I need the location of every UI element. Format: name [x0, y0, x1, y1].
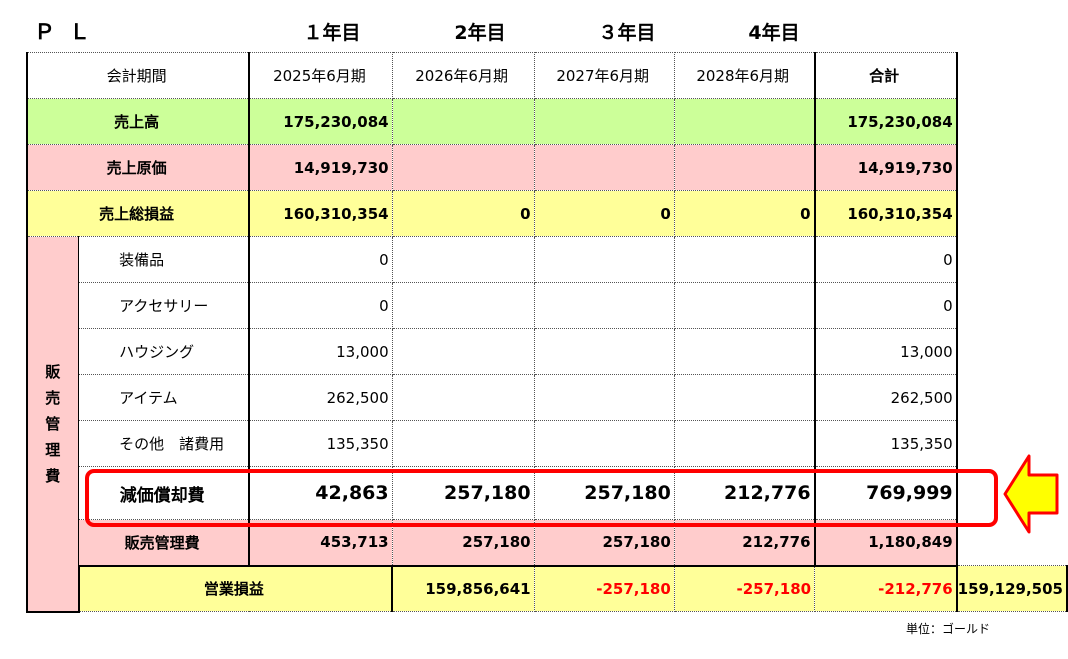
sga-item-label: 装備品	[78, 236, 250, 283]
sga-total-value-4: 212,776	[673, 519, 816, 567]
sga-item-value-4	[673, 420, 816, 467]
year-header-4: 4年目	[748, 22, 800, 44]
sga-item-row: その他 諸費用 135,350 135,350	[27, 420, 1067, 467]
sga-item-value-2	[391, 420, 535, 467]
depreciation-total: 769,999	[813, 466, 958, 520]
sga-item-label: ハウジング	[78, 328, 250, 375]
period-col-4: 2028年6月期	[673, 52, 816, 99]
sga-item-value-1: 0	[248, 282, 393, 329]
sga-item-total: 262,500	[813, 374, 958, 421]
pl-table: 会計期間 2025年6月期 2026年6月期 2027年6月期 2028年6月期…	[25, 52, 1068, 613]
sga-item-label: アクセサリー	[78, 282, 250, 329]
period-col-3: 2027年6月期	[533, 52, 675, 99]
cogs-value-1: 14,919,730	[248, 144, 393, 191]
cogs-value-4	[673, 144, 816, 191]
sga-item-row: アイテム 262,500 262,500	[27, 374, 1067, 421]
sales-total: 175,230,084	[813, 98, 958, 145]
operating-label: 営業損益	[77, 565, 393, 612]
sga-total-value-1: 453,713	[248, 519, 393, 567]
depreciation-value-4: 212,776	[673, 466, 816, 520]
gross-total: 160,310,354	[813, 190, 958, 237]
sga-item-value-4	[673, 374, 816, 421]
depreciation-value-1: 42,863	[248, 466, 393, 520]
cogs-value-3	[533, 144, 675, 191]
cogs-value-2	[391, 144, 535, 191]
sga-item-value-2	[391, 282, 535, 329]
sga-item-value-3	[533, 374, 675, 421]
sales-value-3	[533, 98, 675, 145]
sga-item-row: 販売管理費 装備品 0 0	[26, 236, 1067, 613]
sga-item-total: 0	[813, 236, 958, 283]
sales-row: 売上高 175,230,084 175,230,084	[25, 98, 1067, 145]
sga-group-text: 販売管理費	[45, 362, 61, 485]
left-arrow-icon	[1003, 454, 1059, 534]
operating-row: 営業損益 159,856,641 -257,180 -257,180 -212,…	[27, 565, 1068, 612]
gross-label: 売上総損益	[25, 190, 250, 237]
sga-total-total: 1,180,849	[813, 519, 958, 567]
depreciation-label: 減価償却費	[78, 466, 250, 520]
operating-total: 159,129,505	[955, 565, 1068, 612]
sga-item-value-2	[391, 328, 535, 375]
sales-label: 売上高	[25, 98, 250, 145]
gross-row: 売上総損益 160,310,354 0 0 0 160,310,354	[25, 190, 1067, 237]
year-header-1: １年目	[303, 22, 361, 44]
operating-value-1: 159,856,641	[391, 565, 535, 612]
operating-value-2: -257,180	[533, 565, 675, 612]
sga-item-value-3	[533, 236, 675, 283]
sga-item-value-2	[391, 236, 535, 283]
sga-item-label: その他 諸費用	[78, 420, 250, 467]
sga-item-total: 0	[813, 282, 958, 329]
gross-value-3: 0	[533, 190, 675, 237]
sga-item-total: 13,000	[813, 328, 958, 375]
period-col-2: 2026年6月期	[391, 52, 535, 99]
depreciation-row: 減価償却費 42,863 257,180 257,180 212,776 769…	[27, 466, 1067, 520]
sga-item-row: アクセサリー 0 0	[27, 282, 1067, 329]
sga-item-value-1: 13,000	[248, 328, 393, 375]
sales-value-4	[673, 98, 816, 145]
sga-item-label: アイテム	[78, 374, 250, 421]
sga-item-value-1: 135,350	[248, 420, 393, 467]
cogs-row: 売上原価 14,919,730 14,919,730	[25, 144, 1067, 191]
sga-item-row: ハウジング 13,000 13,000	[27, 328, 1067, 375]
sga-item-value-3	[533, 328, 675, 375]
sga-item-value-2	[391, 374, 535, 421]
gross-value-1: 160,310,354	[248, 190, 393, 237]
sga-total-value-2: 257,180	[391, 519, 535, 567]
page-title: ＰＬ	[34, 20, 104, 44]
sga-total-label: 販売管理費	[78, 519, 250, 567]
depreciation-value-3: 257,180	[533, 466, 675, 520]
sga-item-value-3	[533, 282, 675, 329]
gross-value-2: 0	[391, 190, 535, 237]
unit-note: 単位：ゴールド	[905, 622, 990, 636]
sales-value-1: 175,230,084	[248, 98, 393, 145]
header-row: 会計期間 2025年6月期 2026年6月期 2027年6月期 2028年6月期…	[25, 52, 1067, 99]
sga-item-value-3	[533, 420, 675, 467]
sga-total-value-3: 257,180	[533, 519, 675, 567]
year-header-3: ３年目	[598, 22, 656, 44]
total-col: 合計	[813, 52, 958, 99]
year-header-2: 2年目	[454, 22, 506, 44]
sga-group-label: 販売管理費	[26, 236, 80, 613]
sga-item-value-4	[673, 328, 816, 375]
gross-value-4: 0	[673, 190, 816, 237]
sales-value-2	[391, 98, 535, 145]
cogs-label: 売上原価	[25, 144, 250, 191]
period-col-1: 2025年6月期	[248, 52, 393, 99]
operating-value-3: -257,180	[673, 565, 816, 612]
sga-item-total: 135,350	[813, 420, 958, 467]
sga-item-value-1: 0	[248, 236, 393, 283]
sga-total-row: 販売管理費 453,713 257,180 257,180 212,776 1,…	[27, 519, 1067, 567]
depreciation-value-2: 257,180	[391, 466, 535, 520]
period-label: 会計期間	[25, 52, 250, 99]
sga-item-value-4	[673, 236, 816, 283]
operating-value-4: -212,776	[814, 565, 958, 612]
sga-item-value-4	[673, 282, 816, 329]
sga-item-value-1: 262,500	[248, 374, 393, 421]
cogs-total: 14,919,730	[813, 144, 958, 191]
